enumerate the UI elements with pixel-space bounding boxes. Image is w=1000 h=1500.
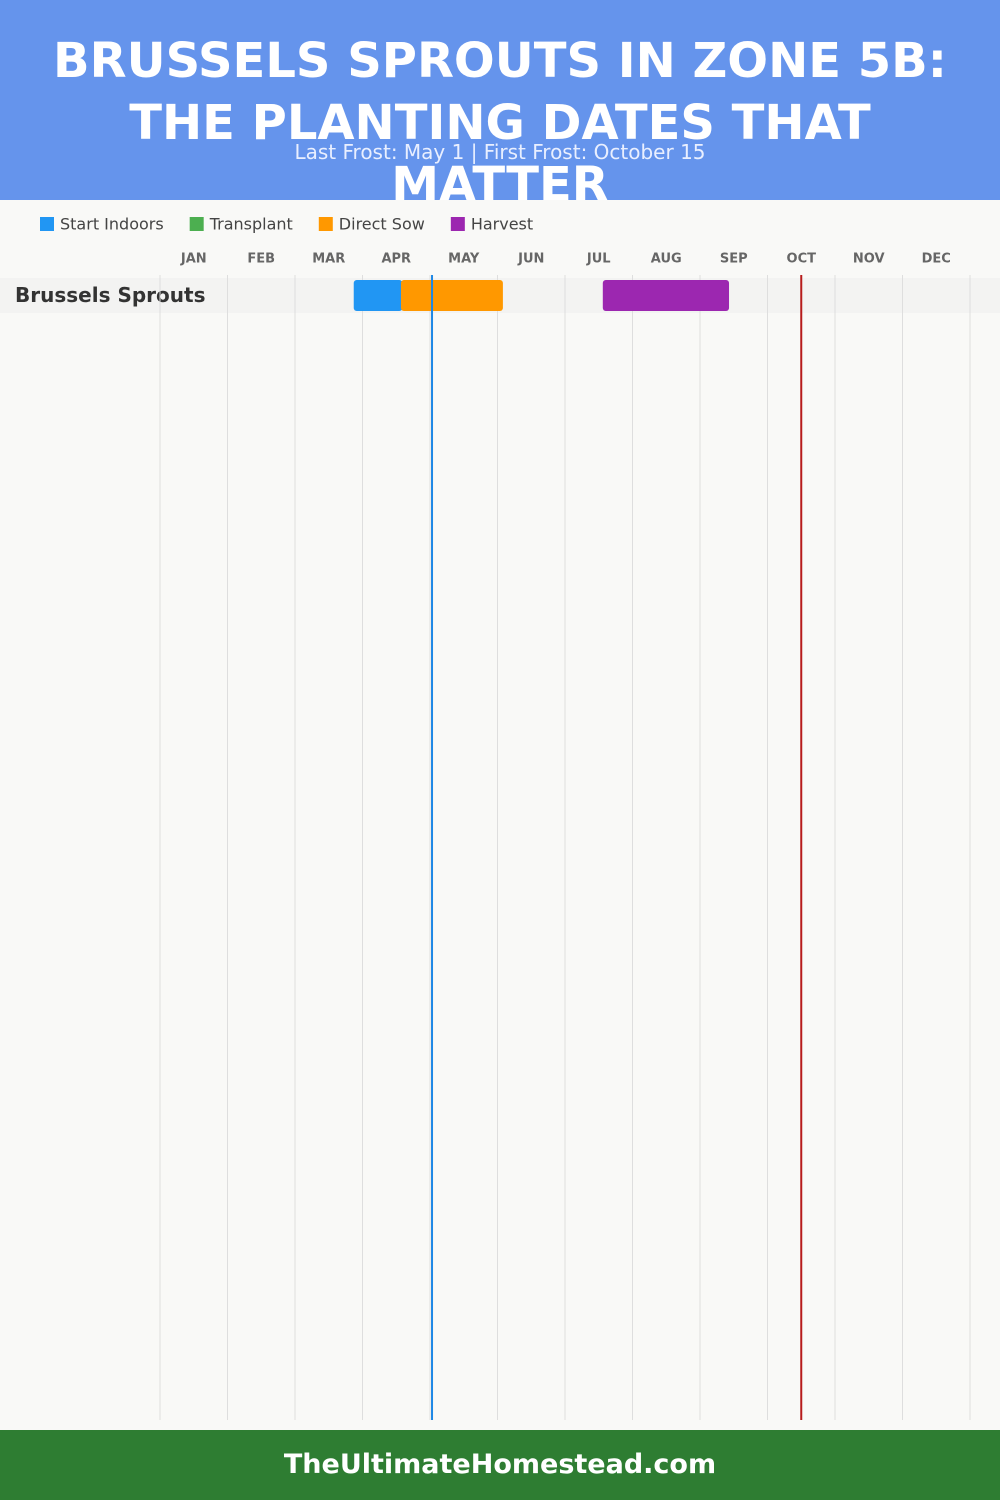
header: BRUSSELS SPROUTS IN ZONE 5B: THE PLANTIN… [0, 0, 1000, 200]
bar [353, 280, 403, 311]
legend-label: Harvest [471, 215, 533, 234]
legend-label: Start Indoors [60, 215, 164, 234]
bar [400, 280, 503, 311]
x-tick-label: FEB [247, 252, 275, 267]
legend-swatch [318, 217, 333, 231]
x-tick-label: SEP [720, 252, 748, 267]
row-label: Brussels Sprouts [15, 283, 205, 307]
x-tick-label: NOV [853, 252, 885, 267]
x-tick-label: DEC [922, 252, 951, 267]
footer: TheUltimateHomestead.com [0, 1430, 1000, 1500]
legend-label: Direct Sow [339, 215, 425, 234]
x-tick-label: JAN [180, 252, 207, 267]
x-tick-label: MAR [312, 252, 345, 267]
legend-swatch [40, 217, 54, 231]
x-tick-label: APR [381, 252, 411, 267]
chart-title: BRUSSELS SPROUTS IN ZONE 5B: THE PLANTIN… [53, 33, 947, 200]
chart: Brussels Sprouts JAN FEB MAR APR MAY JUN JUL AUG… [0, 215, 1000, 1420]
x-tick-label: JUN [517, 252, 544, 267]
x-tick-label: AUG [651, 252, 682, 267]
x-tick-label: OCT [787, 252, 817, 267]
legend-swatch [189, 217, 204, 231]
x-tick-label: JUL [586, 252, 611, 267]
chart-subtitle: Last Frost: May 1 | First Frost: October… [294, 140, 706, 164]
bar [602, 280, 730, 311]
x-tick-label: MAY [448, 252, 480, 267]
legend-swatch [450, 217, 465, 231]
legend-label: Transplant [209, 215, 293, 234]
